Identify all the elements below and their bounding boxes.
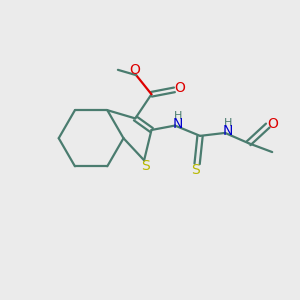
Text: N: N <box>173 117 183 131</box>
Text: O: O <box>174 81 185 95</box>
Text: O: O <box>268 117 278 131</box>
Text: H: H <box>174 111 182 121</box>
Text: S: S <box>141 159 150 172</box>
Text: H: H <box>224 118 232 128</box>
Text: O: O <box>129 63 140 77</box>
Text: N: N <box>223 124 233 138</box>
Text: S: S <box>191 163 200 177</box>
